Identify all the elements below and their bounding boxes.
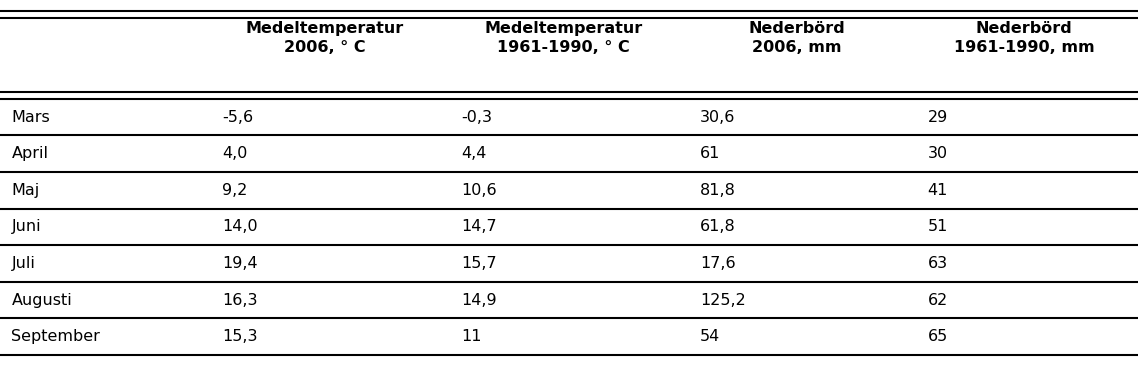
Text: September: September <box>11 329 100 344</box>
Text: 63: 63 <box>927 256 948 271</box>
Text: 61,8: 61,8 <box>700 220 735 234</box>
Text: 30: 30 <box>927 146 948 161</box>
Text: 29: 29 <box>927 110 948 124</box>
Text: 65: 65 <box>927 329 948 344</box>
Text: 61: 61 <box>700 146 720 161</box>
Text: Maj: Maj <box>11 183 40 198</box>
Text: 81,8: 81,8 <box>700 183 736 198</box>
Text: Mars: Mars <box>11 110 50 124</box>
Text: Nederbörd
2006, mm: Nederbörd 2006, mm <box>748 21 846 55</box>
Text: 54: 54 <box>700 329 720 344</box>
Text: 15,7: 15,7 <box>461 256 496 271</box>
Text: Nederbörd
1961-1990, mm: Nederbörd 1961-1990, mm <box>954 21 1095 55</box>
Text: Medeltemperatur
2006, ° C: Medeltemperatur 2006, ° C <box>245 21 404 55</box>
Text: 17,6: 17,6 <box>700 256 735 271</box>
Text: 4,0: 4,0 <box>222 146 247 161</box>
Text: -0,3: -0,3 <box>461 110 492 124</box>
Text: 30,6: 30,6 <box>700 110 735 124</box>
Text: 125,2: 125,2 <box>700 293 745 307</box>
Text: 16,3: 16,3 <box>222 293 257 307</box>
Text: 15,3: 15,3 <box>222 329 257 344</box>
Text: Augusti: Augusti <box>11 293 72 307</box>
Text: 14,0: 14,0 <box>222 220 257 234</box>
Text: April: April <box>11 146 49 161</box>
Text: -5,6: -5,6 <box>222 110 253 124</box>
Text: 14,7: 14,7 <box>461 220 496 234</box>
Text: 9,2: 9,2 <box>222 183 247 198</box>
Text: 11: 11 <box>461 329 481 344</box>
Text: 4,4: 4,4 <box>461 146 486 161</box>
Text: Juni: Juni <box>11 220 41 234</box>
Text: 10,6: 10,6 <box>461 183 496 198</box>
Text: 14,9: 14,9 <box>461 293 496 307</box>
Text: 19,4: 19,4 <box>222 256 257 271</box>
Text: 51: 51 <box>927 220 948 234</box>
Text: 62: 62 <box>927 293 948 307</box>
Text: Juli: Juli <box>11 256 35 271</box>
Text: 41: 41 <box>927 183 948 198</box>
Text: Medeltemperatur
1961-1990, ° C: Medeltemperatur 1961-1990, ° C <box>484 21 643 55</box>
